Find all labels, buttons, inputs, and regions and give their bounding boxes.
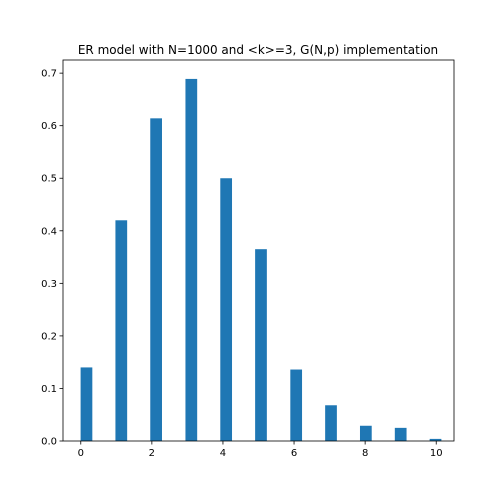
x-tick-label: 0 <box>78 448 84 459</box>
y-tick-label: 0.6 <box>41 121 57 132</box>
bar <box>359 425 372 441</box>
bar <box>220 178 233 441</box>
x-tick-label: 6 <box>291 448 297 459</box>
y-tick-label: 0.7 <box>41 69 57 80</box>
bar <box>80 367 93 441</box>
y-tick-label: 0.4 <box>41 226 57 237</box>
bar <box>290 369 303 441</box>
axes-frame <box>62 59 455 442</box>
y-tick-label: 0.3 <box>41 279 57 290</box>
y-tick-label: 0.1 <box>41 384 57 395</box>
bar <box>150 118 162 442</box>
plot-area: 0 2 4 6 8 10 0.0 0.1 0.2 0.3 0.4 0.5 0.6 0.7 <box>41 59 455 459</box>
bar <box>185 78 198 442</box>
y-tick-label: 0.0 <box>41 437 57 448</box>
bar <box>325 405 337 441</box>
y-tick-label: 0.5 <box>41 174 57 185</box>
bar <box>115 220 128 441</box>
x-tick-label: 4 <box>220 448 226 459</box>
x-tick-label: 2 <box>149 448 155 459</box>
x-tick-label: 8 <box>362 448 368 459</box>
bar <box>255 249 267 441</box>
x-tick-label: 10 <box>430 448 443 459</box>
chart-title: ER model with N=1000 and <k>=3, G(N,p) i… <box>78 43 438 57</box>
y-tick-label: 0.2 <box>41 331 57 342</box>
bar <box>394 427 407 441</box>
bar <box>429 438 442 441</box>
